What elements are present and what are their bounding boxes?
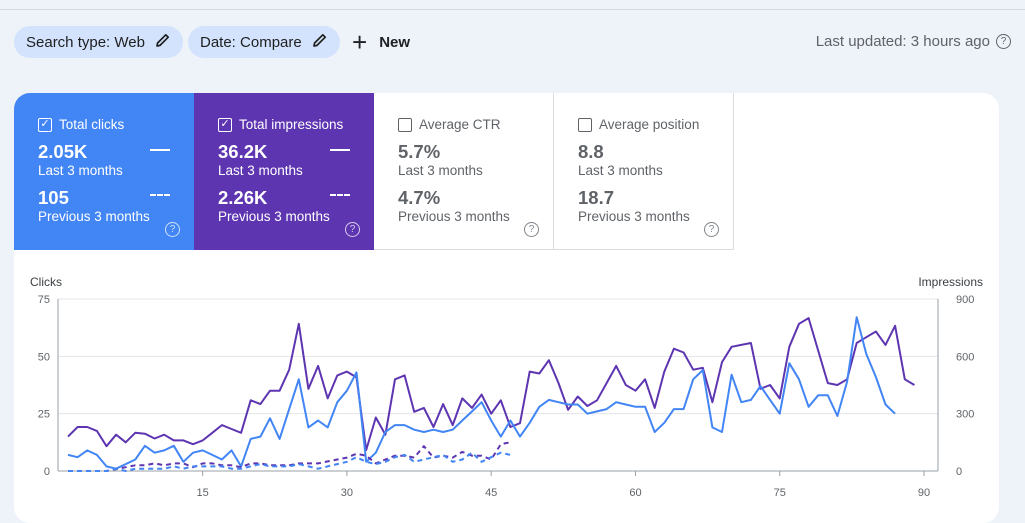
- search-type-label: Search type: Web: [26, 33, 145, 51]
- metric-previous-value: 18.7: [578, 187, 615, 208]
- top-divider: [0, 9, 1025, 10]
- series-line: [67, 317, 915, 451]
- checkbox-icon[interactable]: [398, 117, 412, 132]
- checkbox-icon[interactable]: ✓: [38, 117, 52, 132]
- series-line: [67, 316, 896, 470]
- metric-previous-label: Previous 3 months: [218, 209, 330, 224]
- x-tick-label: 90: [918, 487, 930, 499]
- date-label: Date: Compare: [200, 33, 302, 51]
- help-circle-icon[interactable]: ?: [165, 222, 180, 237]
- pencil-icon[interactable]: [155, 32, 171, 52]
- metric-previous-value: 2.26K: [218, 187, 268, 208]
- chart-series: [67, 316, 915, 472]
- last-updated: Last updated: 3 hours ago ?: [816, 33, 1011, 50]
- plus-icon: +: [352, 27, 368, 57]
- x-tick-label: 15: [197, 487, 209, 499]
- right-tick-label: 300: [956, 409, 974, 421]
- chart-grid: [57, 298, 939, 472]
- right-tick-label: 600: [956, 351, 974, 363]
- metric-current-value: 8.8: [578, 141, 604, 162]
- date-chip[interactable]: Date: Compare: [188, 26, 340, 58]
- x-tick-label: 60: [629, 487, 641, 499]
- metric-current-value: 5.7%: [398, 141, 441, 162]
- right-tick-label: 900: [956, 294, 974, 306]
- metric-tile-total-clicks[interactable]: ✓ Total clicks 2.05K Last 3 months 105 P…: [14, 93, 194, 250]
- metric-tile-average-position[interactable]: Average position 8.8 Last 3 months 18.7 …: [554, 93, 734, 250]
- pencil-icon[interactable]: [312, 32, 328, 52]
- solid-line-legend: [330, 149, 350, 151]
- checkbox-icon[interactable]: [578, 117, 592, 132]
- x-tick-label: 75: [774, 487, 786, 499]
- dashed-line-legend: [150, 194, 170, 196]
- metric-name: Average position: [599, 117, 700, 132]
- metric-previous-label: Previous 3 months: [38, 209, 150, 224]
- search-type-chip[interactable]: Search type: Web: [14, 26, 183, 58]
- x-tick-label: 30: [341, 487, 353, 499]
- new-filter-label: New: [379, 33, 411, 51]
- left-tick-label: 0: [44, 466, 50, 478]
- metric-tile-average-ctr[interactable]: Average CTR 5.7% Last 3 months 4.7% Prev…: [374, 93, 554, 250]
- metric-previous-value: 4.7%: [398, 187, 441, 208]
- left-tick-label: 25: [38, 409, 50, 421]
- metric-previous-label: Previous 3 months: [398, 209, 510, 224]
- right-axis-label: Impressions: [918, 275, 983, 289]
- chart-ticks: 0 0 25 300 50 600 75 900 15 30 45 60 75 90: [38, 294, 975, 499]
- metric-name: Total impressions: [239, 117, 344, 132]
- left-axis-label: Clicks: [30, 275, 62, 289]
- metric-previous-value: 105: [38, 187, 69, 208]
- metric-current-label: Last 3 months: [578, 163, 663, 178]
- performance-card: ✓ Total clicks 2.05K Last 3 months 105 P…: [14, 93, 999, 523]
- metric-name: Total clicks: [59, 117, 125, 132]
- x-tick-label: 45: [485, 487, 497, 499]
- metric-previous-label: Previous 3 months: [578, 209, 690, 224]
- right-tick-label: 0: [956, 466, 962, 478]
- performance-chart[interactable]: Clicks Impressions 0 0 25 300 50 600 75 900 15 30…: [14, 93, 999, 523]
- metric-current-value: 2.05K: [38, 141, 88, 162]
- metric-current-label: Last 3 months: [218, 163, 303, 178]
- series-line: [68, 451, 511, 472]
- metric-name: Average CTR: [419, 117, 501, 132]
- help-circle-icon[interactable]: ?: [704, 222, 719, 237]
- metric-current-label: Last 3 months: [398, 163, 483, 178]
- metric-current-value: 36.2K: [218, 141, 268, 162]
- help-circle-icon[interactable]: ?: [996, 34, 1011, 49]
- dashed-line-legend: [330, 194, 350, 196]
- left-tick-label: 50: [38, 351, 50, 363]
- help-circle-icon[interactable]: ?: [524, 222, 539, 237]
- metric-current-label: Last 3 months: [38, 163, 123, 178]
- metric-tile-total-impressions[interactable]: ✓ Total impressions 36.2K Last 3 months …: [194, 93, 374, 250]
- checkbox-icon[interactable]: ✓: [218, 117, 232, 132]
- last-updated-text: Last updated: 3 hours ago: [815, 33, 990, 50]
- new-filter-button[interactable]: + New: [352, 28, 410, 56]
- left-tick-label: 75: [38, 294, 50, 306]
- help-circle-icon[interactable]: ?: [345, 222, 360, 237]
- solid-line-legend: [150, 149, 170, 151]
